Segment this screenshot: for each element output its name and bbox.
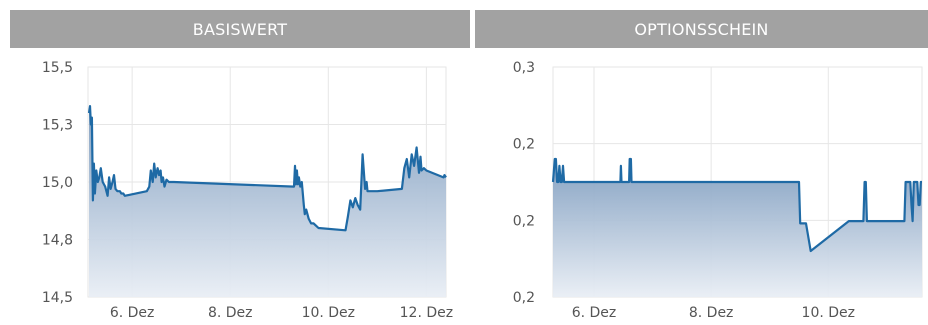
y-tick-label: 0,2 <box>513 290 535 306</box>
x-tick-label: 12. Dez <box>400 305 453 321</box>
tab-basiswert[interactable]: BASISWERT <box>10 10 470 48</box>
basiswert-panel: BASISWERT 15,5 15,3 15,0 14,8 14,5 6. Dez 8. D… <box>10 10 470 325</box>
y-tick-label: 0,2 <box>513 137 535 153</box>
x-tick-label: 8. Dez <box>689 305 734 321</box>
y-tick-label: 15,0 <box>42 175 73 191</box>
x-tick-label: 10. Dez <box>802 305 855 321</box>
y-tick-label: 0,3 <box>513 60 535 76</box>
x-tick-label: 10. Dez <box>302 305 355 321</box>
x-tick-label: 6. Dez <box>572 305 617 321</box>
y-tick-label: 14,5 <box>42 290 73 306</box>
series-area <box>553 159 922 297</box>
basiswert-chart: 15,5 15,3 15,0 14,8 14,5 6. Dez 8. Dez 10. Dez 1… <box>42 60 453 321</box>
series-line <box>551 157 922 253</box>
x-tick-label: 6. Dez <box>110 305 155 321</box>
y-tick-label: 15,3 <box>42 118 73 134</box>
optionsschein-panel: OPTIONSSCHEIN 0,3 0,2 0,2 0,2 6. Dez 8. Dez 10… <box>475 10 928 325</box>
series-area <box>89 106 446 297</box>
tab-optionsschein[interactable]: OPTIONSSCHEIN <box>475 10 928 48</box>
y-tick-label: 0,2 <box>513 213 535 229</box>
y-tick-label: 14,8 <box>42 233 73 249</box>
y-tick-label: 15,5 <box>42 60 73 76</box>
x-tick-label: 8. Dez <box>208 305 253 321</box>
series-line <box>87 105 447 232</box>
optionsschein-chart: 0,3 0,2 0,2 0,2 6. Dez 8. Dez 10. Dez <box>513 60 923 321</box>
